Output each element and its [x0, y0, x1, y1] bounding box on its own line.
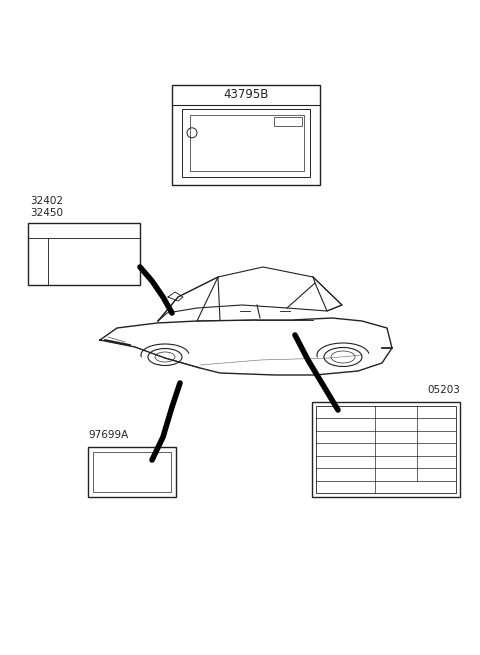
Bar — [88, 447, 176, 497]
Bar — [93, 452, 171, 492]
Text: 32402: 32402 — [30, 196, 63, 206]
Text: 05203: 05203 — [427, 385, 460, 395]
Bar — [312, 402, 460, 497]
Text: 97699A: 97699A — [88, 430, 128, 440]
Text: 43795B: 43795B — [223, 88, 269, 102]
Bar — [316, 406, 456, 493]
Bar — [172, 85, 320, 185]
Bar — [190, 115, 304, 171]
Text: 32450: 32450 — [30, 208, 63, 218]
Bar — [274, 117, 302, 126]
Bar — [182, 109, 310, 177]
Bar — [28, 223, 140, 285]
